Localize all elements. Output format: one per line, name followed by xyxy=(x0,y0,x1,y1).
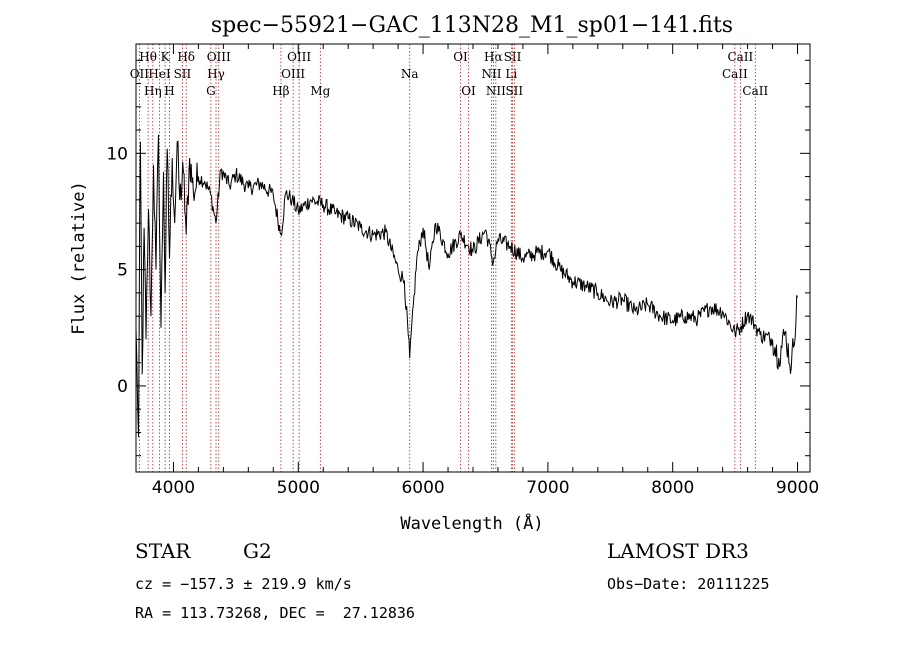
y-axis-ticks: 0 5 10 xyxy=(106,59,810,457)
sky-coordinates: RA = 113.73268, DEC = 27.12836 xyxy=(135,604,415,622)
spectral-line-label: Hγ xyxy=(207,67,225,81)
spectral-line-label: NII xyxy=(486,84,506,98)
x-tick-label: 5000 xyxy=(277,478,320,498)
x-tick-label: 8000 xyxy=(651,478,694,498)
spectral-line-label: SII xyxy=(174,67,192,81)
spectral-line-label: OIII xyxy=(207,50,231,64)
spectral-line-label: CaII xyxy=(722,67,748,81)
spectral-line-label: Mg xyxy=(310,84,330,98)
x-axis-label: Wavelength (Å) xyxy=(400,512,543,534)
spectral-line-label: Hθ xyxy=(139,50,157,64)
spectral-line-label: OIII xyxy=(287,50,311,64)
spectral-line-label: Hη xyxy=(144,84,162,98)
spectral-line-label: OI xyxy=(453,50,468,64)
spectral-line-label: SII xyxy=(505,84,523,98)
spectral-line-label: K xyxy=(161,50,171,64)
y-tick-label: 10 xyxy=(106,144,128,164)
object-subclass: G2 xyxy=(243,539,272,563)
spectrum-series-line xyxy=(135,134,798,438)
x-tick-label: 6000 xyxy=(401,478,444,498)
x-tick-label: 9000 xyxy=(776,478,819,498)
spectral-line-label: H xyxy=(164,84,174,98)
chart-title: spec−55921−GAC_113N28_M1_sp01−141.fits xyxy=(211,13,733,38)
spectral-line-label: NII xyxy=(481,67,501,81)
spectral-line-label: Hβ xyxy=(272,84,289,98)
y-tick-label: 5 xyxy=(117,261,128,281)
survey-name: LAMOST DR3 xyxy=(607,539,749,563)
y-axis-label: Flux (relative) xyxy=(69,181,89,335)
spectral-line-label: Li xyxy=(505,67,517,81)
spectral-line-label: Hδ xyxy=(177,50,195,64)
spectral-line-label: HeI xyxy=(148,67,171,81)
observation-date: Obs−Date: 20111225 xyxy=(607,575,770,593)
spectral-line-label: OIII xyxy=(281,67,305,81)
object-class: STAR xyxy=(135,539,191,563)
spectral-line-label: Na xyxy=(401,67,419,81)
x-tick-label: 7000 xyxy=(526,478,569,498)
spectral-line-label: OI xyxy=(461,84,476,98)
spectral-line-label: Hα xyxy=(484,50,503,64)
spectral-line-label: CaII xyxy=(742,84,768,98)
y-tick-label: 0 xyxy=(117,377,128,397)
redshift-velocity: cz = −157.3 ± 219.9 km/s xyxy=(135,575,352,593)
x-tick-label: 4000 xyxy=(152,478,195,498)
spectral-line-label: SII xyxy=(504,50,522,64)
spectral-line-label: CaII xyxy=(727,50,753,64)
spectral-line-label: G xyxy=(206,84,216,98)
x-axis-ticks: 4000 5000 6000 7000 8000 9000 xyxy=(152,44,819,498)
spectral-line-label: OII xyxy=(130,67,150,81)
plot-frame xyxy=(135,43,811,473)
